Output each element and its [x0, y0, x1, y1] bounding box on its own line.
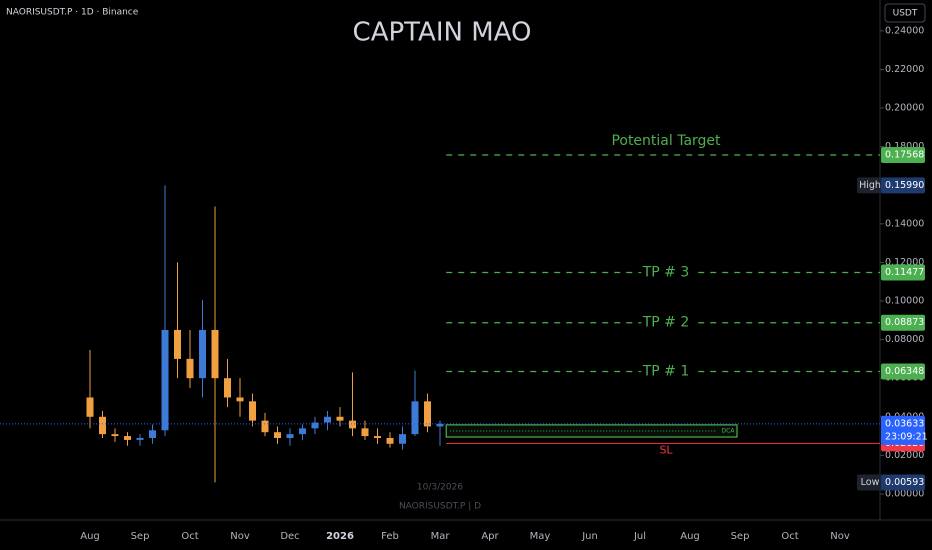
- x-tick-label: Apr: [481, 531, 499, 542]
- candle-body: [399, 434, 406, 444]
- candle-body: [236, 397, 244, 402]
- high-tag: [881, 177, 925, 194]
- x-tick-label: Sep: [731, 531, 750, 542]
- x-tick-label: Nov: [830, 531, 850, 542]
- y-tick-label: 0.10000: [885, 296, 924, 307]
- unit-label[interactable]: USDT: [893, 9, 918, 19]
- x-tick-label: Jun: [581, 531, 598, 542]
- y-tick-label: 0.12000: [885, 257, 924, 268]
- symbol-info: NAORISUSDT.P · 1D · Binance: [6, 8, 139, 18]
- level-tag: [881, 363, 925, 380]
- candle-body: [99, 416, 106, 435]
- dca-label: DCA: [722, 427, 736, 434]
- last-price-label: 0.03633: [885, 418, 924, 429]
- x-tick-label: Oct: [181, 531, 198, 542]
- candle-body: [324, 416, 331, 423]
- candle-body: [386, 437, 394, 444]
- candle-body: [149, 430, 156, 438]
- level-label: TP # 2: [642, 315, 690, 331]
- candle-body: [286, 434, 294, 438]
- x-tick-label: Nov: [230, 531, 250, 542]
- level-tag-label: 0.06348: [885, 366, 924, 377]
- low-name-box: [857, 474, 883, 491]
- watermark-date: 10/3/2026: [417, 483, 463, 493]
- candle-body: [336, 416, 344, 421]
- level-label: TP # 1: [642, 363, 690, 379]
- candle-body: [374, 436, 381, 438]
- candle-body: [436, 423, 444, 427]
- candle-body: [261, 420, 269, 433]
- candle-body: [136, 437, 144, 440]
- y-tick-label: 0.22000: [885, 64, 924, 75]
- y-tick-label: 0.14000: [885, 218, 924, 229]
- candle-body: [211, 329, 219, 379]
- candle-body: [186, 358, 194, 379]
- candle-body: [274, 432, 281, 438]
- candle-body: [411, 401, 419, 435]
- x-tick-label: Jul: [633, 531, 646, 542]
- level-label: SL: [659, 443, 673, 456]
- chart-title: CAPTAIN MAO: [353, 18, 532, 48]
- candle-body: [349, 420, 356, 429]
- level-tag-label: 0.17568: [885, 149, 924, 160]
- y-tick-label: 0.02000: [885, 450, 924, 461]
- candle-body: [111, 434, 119, 437]
- candle-body: [361, 428, 369, 437]
- y-tick-label: 0.18000: [885, 141, 924, 152]
- watermark-symbol: NAORISUSDT.P | D: [399, 502, 481, 512]
- high-name: High: [859, 180, 881, 191]
- level-label: TP # 3: [642, 265, 690, 281]
- high-tag-label: 0.15990: [885, 180, 924, 191]
- candle-body: [86, 397, 94, 417]
- x-tick-label: Dec: [280, 531, 299, 542]
- level-label: Potential Target: [611, 133, 721, 149]
- x-tick-label: 2026: [326, 531, 354, 542]
- x-tick-label: Aug: [80, 531, 100, 542]
- high-name-box: [857, 177, 883, 194]
- candle-body: [224, 378, 231, 398]
- x-tick-label: Mar: [431, 531, 451, 542]
- low-name: Low: [861, 477, 880, 488]
- y-tick-label: 0.08000: [885, 334, 924, 345]
- x-tick-label: Feb: [381, 531, 399, 542]
- x-tick-label: Sep: [131, 531, 150, 542]
- low-tag-label: 0.00593: [885, 477, 924, 488]
- level-tag: [881, 146, 925, 163]
- y-tick-label: 0.00000: [885, 488, 924, 499]
- x-tick-label: Oct: [781, 531, 798, 542]
- candle-body: [174, 329, 181, 359]
- level-tag: [881, 264, 925, 281]
- unit-box[interactable]: [884, 3, 926, 23]
- candle-body: [311, 422, 319, 429]
- candle-body: [124, 436, 131, 440]
- level-tag-label: 0.08873: [885, 317, 924, 328]
- x-tick-label: May: [530, 531, 551, 542]
- candle-body: [249, 401, 256, 421]
- x-tick-label: Aug: [680, 531, 700, 542]
- low-tag: [881, 474, 925, 491]
- level-tag-label: 0.11477: [885, 267, 924, 278]
- candle-body: [199, 329, 206, 379]
- last-price-tag: [881, 415, 925, 445]
- candle-body: [424, 401, 431, 427]
- candle-body: [161, 329, 169, 431]
- candle-body: [299, 428, 306, 435]
- y-tick-label: 0.20000: [885, 103, 924, 114]
- countdown-label: 23:09:21: [885, 431, 928, 442]
- level-tag: [881, 314, 925, 331]
- y-tick-label: 0.24000: [885, 25, 924, 36]
